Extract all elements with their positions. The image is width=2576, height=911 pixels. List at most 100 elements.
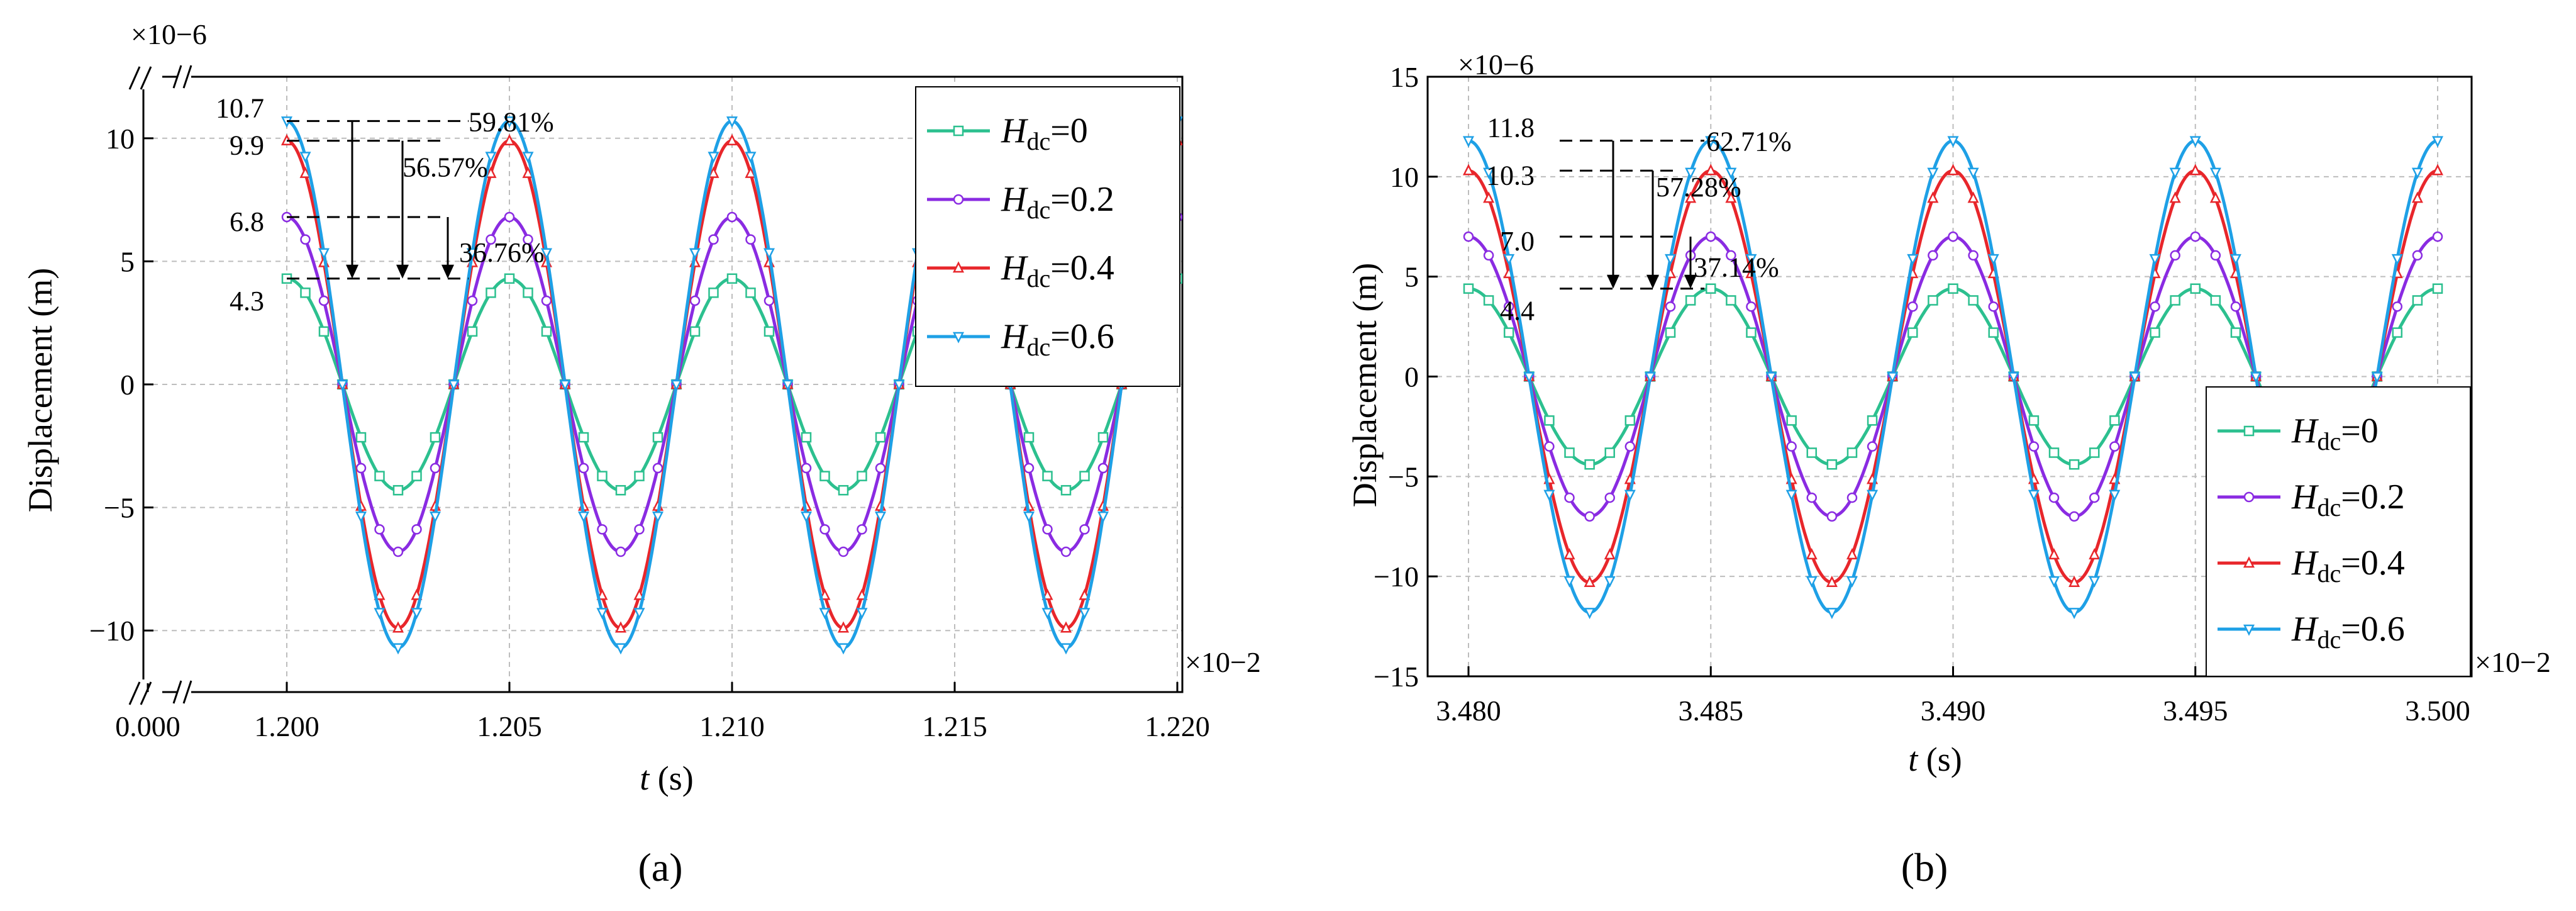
panel-a-series-marker [745,166,757,178]
panel-a-break-mark-y [128,66,141,90]
panel-a-series-marker [614,643,627,655]
panel-a-x-multiplier: ×10−2 [1185,646,1261,678]
panel-a-series-marker [614,621,627,633]
panel-a-series-marker [708,288,719,298]
panel-b-series-marker [1665,254,1677,265]
panel-b-y-multiplier: ×10−6 [1458,48,1534,81]
panel-b-series-marker [2431,136,2444,148]
panel-b-series-marker [2371,372,2383,384]
panel-a-series-marker [856,608,868,620]
panel-a-series-marker [429,511,441,523]
panel-a-y-tick-label: −10 [89,615,135,647]
panel-a-series-marker [541,326,552,337]
panel-b-series-marker [1462,136,1475,148]
panel-b-series-marker [1544,441,1555,452]
panel-a-series-marker [523,288,533,298]
panel-b-series-marker [1726,250,1736,261]
panel-b-series-marker [1463,231,1474,242]
panel-a-break-mark-y [140,681,152,705]
panel-b-series-marker [2068,511,2080,522]
panel-a-y-tick-label: −5 [104,492,135,524]
panel-a-series-marker [299,166,311,178]
panel-b-series-marker [1968,295,1979,306]
panel-a-series-marker [819,471,830,481]
panel-b-series-marker [1806,576,1818,588]
panel-b-series-marker [1685,167,1697,179]
panel-a-series-marker [819,524,830,535]
panel-a-series-marker [485,166,497,178]
panel-a-annotations: 10.7 9.9 6.8 4.3 59.81% 56.57% 36.76% [216,92,554,316]
panel-a-series-marker [318,295,330,306]
panel-a-series-marker [726,133,738,145]
panel-b-series-marker [1503,254,1515,265]
panel-a-y-tick-label: 10 [106,123,135,155]
panel-a-series-marker [300,234,311,245]
panel-b-series-marker [2089,447,2100,458]
panel-a-series-marker [1042,524,1053,535]
panel-a-x-axis-label-unit: (s) [649,759,693,797]
panel-a-series-marker [633,608,645,620]
panel-b-series-marker [2048,576,2060,588]
panel-b-series-marker [2007,372,2019,384]
panel-a-legend-label-sub: dc [1026,264,1050,293]
panel-b-series-marker [2250,372,2262,384]
panel-b-legend-label-var: H [2291,478,2319,517]
panel-a-series-marker [299,152,311,164]
panel-b-series-marker [1644,372,1656,384]
panel-b-peak-value-label: 11.8 [1487,113,1535,143]
panel-b-series-marker [1786,415,1797,426]
panel-b-series-marker [1483,250,1494,261]
panel-b-legend-label-val: =0 [2341,411,2379,450]
panel-b-series-marker [2391,254,2403,265]
panel-b-series-marker [1988,327,1999,338]
panel-b-series-marker [1967,191,1979,203]
panel-b-series-marker [1806,492,1818,503]
panel-a-series-marker [689,248,701,260]
panel-b-series-marker [1624,489,1636,501]
panel-b-series-marker [1785,489,1797,501]
panel-a-series-marker [615,484,626,496]
panel-a-legend-marker [953,125,964,137]
panel-b-reduction-arrowhead [1646,274,1659,289]
panel-a-break-mark [172,65,182,89]
panel-a-x-axis-label-var: t [640,759,650,797]
panel-a-series-marker [504,273,515,284]
panel-a-series-marker [875,462,886,474]
panel-a-break-mask-bottom [177,679,191,705]
panel-a-series-marker [615,546,626,557]
panel-b-series-marker [1584,511,1595,522]
panel-a-series-marker [763,248,775,260]
panel-b-series-marker [1988,301,1999,312]
panel-a-series-marker [486,234,496,245]
panel-b-series-marker [1624,415,1636,426]
panel-a-legend-label-val: =0.4 [1050,249,1114,288]
panel-a-series-marker [355,462,367,474]
panel-a-reduction-arrowhead [441,264,454,279]
panel-a-series-marker [838,546,849,557]
panel-b-series-marker [1503,301,1514,312]
panel-a-break-mark [182,65,192,89]
panel-b-legend-label-sub: dc [2317,493,2341,522]
panel-b-series-marker [2230,327,2241,338]
panel-a-series-marker [1060,621,1072,633]
panel-a-peak-value-label: 4.3 [230,286,264,316]
panel-b-series-marker [1968,250,1979,261]
panel-a-series-marker [1060,484,1072,496]
panel-a-series-marker [1060,546,1072,557]
panel-b-series-marker [2412,250,2423,261]
panel-a-y-multiplier: ×10−6 [131,18,207,50]
panel-a-series-marker [504,211,515,223]
panel-a-series-marker [708,166,719,178]
panel-b-series-marker [1826,608,1838,620]
panel-b-series-marker [1967,167,1979,179]
panel-a-series-marker [670,379,682,391]
panel-b-series-marker [2089,548,2101,560]
panel-a-reduction-arrowhead [346,264,358,279]
panel-a-series-marker [578,462,589,474]
panel-a-series-marker [708,152,719,164]
panel-b-series-marker [2431,164,2444,176]
panel-a-series-marker [411,608,423,620]
panel-a-x-tick-label: 0.000 [115,710,180,742]
